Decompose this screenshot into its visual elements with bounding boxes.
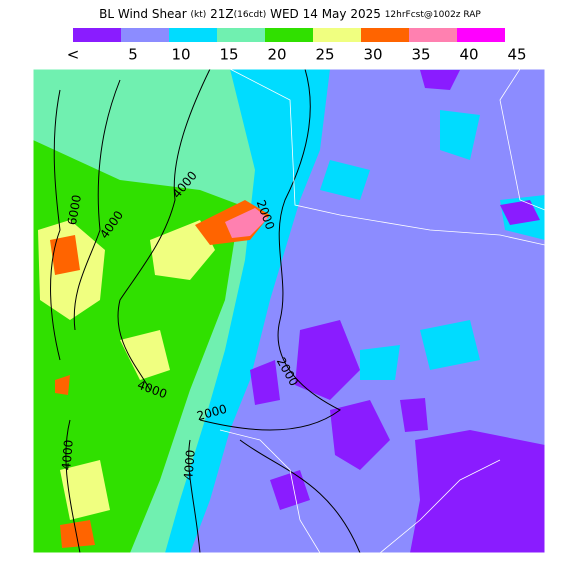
borders [219,69,545,553]
colorbar-swatch [313,28,361,42]
title: BL Wind Shear (kt) 21Z(16cdt) WED 14 May… [99,7,481,21]
colorbar-label: 20 [267,46,286,64]
title-part: WED 14 May 2025 [266,7,384,21]
title-part: (16cdt) [234,10,267,20]
colorbar-label: 5 [128,46,138,64]
map-frame [32,68,546,554]
colorbar-swatch [217,28,265,42]
colorbar-label: 15 [219,46,238,64]
colorbar-swatch [457,28,505,42]
title-part: BL Wind Shear [99,7,190,21]
contour-label: 4000 [59,439,76,471]
contours [50,69,361,553]
colorbar-swatch [121,28,169,42]
colorbar-swatch [169,28,217,42]
field-25 [38,220,215,520]
title-part: (kt) [191,10,207,20]
title-part: 12hrFcst@1002z RAP [385,10,482,20]
title-part: 21Z [206,7,233,21]
colorbar-label: 35 [411,46,430,64]
colorbar-label: 30 [363,46,382,64]
field-35 [225,208,268,238]
field-5 [250,70,545,553]
contour-label: 4000 [181,449,198,481]
colorbar-label: 25 [315,46,334,64]
colorbar-swatch [265,28,313,42]
colorbar-swatch [73,28,121,42]
colorbar-label: 40 [459,46,478,64]
contour-label: 6000 [65,194,84,227]
colorbar-label: 10 [171,46,190,64]
colorbar: <5 10 15 20 25 30 35 40 45 [67,28,527,64]
colorbar-label: 45 [507,46,526,64]
colorbar-swatch [409,28,457,42]
colorbar-swatch [361,28,409,42]
colorbar-label: < [67,46,80,64]
